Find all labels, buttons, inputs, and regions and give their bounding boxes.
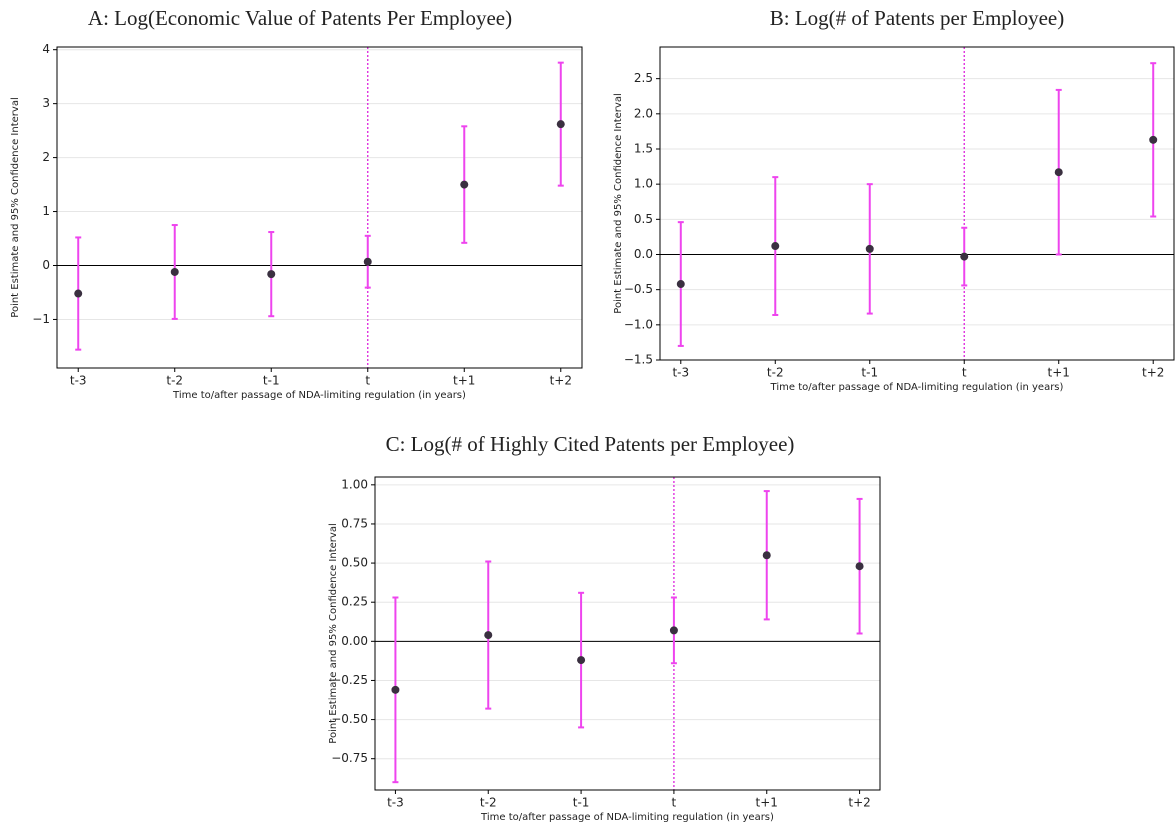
x-tick-label: t+2 — [848, 796, 870, 810]
point — [865, 244, 874, 253]
y-tick-label: 1.5 — [634, 141, 653, 155]
x-tick-label: t — [672, 796, 677, 810]
x-tick-label: t+2 — [550, 374, 572, 388]
x-tick-label: t-2 — [166, 374, 183, 388]
point — [1149, 135, 1158, 144]
y-tick-label: 0.0 — [634, 247, 653, 261]
x-tick-label: t+1 — [453, 374, 475, 388]
y-axis-label: Point Estimate and 95% Confidence Interv… — [613, 93, 624, 313]
y-tick-label: −0.50 — [331, 712, 368, 726]
y-tick-label: 0.25 — [341, 595, 368, 609]
point — [855, 562, 864, 571]
point — [960, 252, 969, 261]
x-tick-label: t — [962, 366, 967, 380]
y-tick-label: 0.00 — [341, 634, 368, 648]
point — [484, 631, 493, 640]
point — [74, 289, 83, 298]
x-tick-label: t-3 — [387, 796, 404, 810]
x-tick-label: t-3 — [672, 366, 689, 380]
point — [1054, 168, 1063, 177]
x-tick-label: t+1 — [1048, 366, 1070, 380]
y-tick-label: 0 — [42, 258, 50, 272]
y-tick-label: −1 — [32, 312, 50, 326]
y-tick-label: 1.00 — [341, 477, 368, 491]
point — [363, 257, 372, 266]
y-axis-label: Point Estimate and 95% Confidence Interv… — [10, 97, 21, 317]
point — [267, 270, 276, 279]
chart-title: C: Log(# of Highly Cited Patents per Emp… — [386, 432, 795, 456]
x-axis-label: Time to/after passage of NDA-limiting re… — [172, 390, 466, 401]
point — [669, 626, 678, 635]
y-tick-label: −1.5 — [624, 353, 653, 367]
y-tick-label: −1.0 — [624, 317, 653, 331]
point — [762, 551, 771, 560]
x-axis-label: Time to/after passage of NDA-limiting re… — [770, 382, 1064, 393]
chart-title: A: Log(Economic Value of Patents Per Emp… — [88, 6, 512, 30]
point — [170, 267, 179, 276]
x-tick-label: t — [365, 374, 370, 388]
x-tick-label: t-1 — [573, 796, 590, 810]
x-tick-label: t+2 — [1142, 366, 1164, 380]
y-tick-label: −0.75 — [331, 751, 368, 765]
plot-frame — [374, 476, 881, 791]
plot-frame — [659, 46, 1175, 361]
point — [460, 180, 469, 189]
x-tick-label: t-1 — [263, 374, 280, 388]
y-tick-label: 1.0 — [634, 177, 653, 191]
y-tick-label: 0.50 — [341, 556, 368, 570]
x-tick-label: t-2 — [767, 366, 784, 380]
point — [556, 120, 565, 129]
chart-title: B: Log(# of Patents per Employee) — [770, 6, 1065, 30]
y-tick-label: −0.5 — [624, 282, 653, 296]
y-tick-label: 0.75 — [341, 516, 368, 530]
y-tick-label: 0.5 — [634, 212, 653, 226]
point — [676, 280, 685, 289]
point — [391, 685, 400, 694]
point — [577, 656, 586, 665]
y-tick-label: −0.25 — [331, 673, 368, 687]
plot-frame — [56, 46, 583, 369]
x-axis-label: Time to/after passage of NDA-limiting re… — [480, 812, 774, 823]
x-tick-label: t-3 — [70, 374, 87, 388]
point — [771, 242, 780, 251]
y-tick-label: 3 — [42, 96, 50, 110]
y-tick-label: 4 — [42, 42, 50, 56]
y-tick-label: 1 — [42, 204, 50, 218]
y-tick-label: 2 — [42, 150, 50, 164]
y-tick-label: 2.0 — [634, 106, 653, 120]
x-tick-label: t+1 — [756, 796, 778, 810]
y-tick-label: 2.5 — [634, 71, 653, 85]
x-tick-label: t-1 — [861, 366, 878, 380]
x-tick-label: t-2 — [480, 796, 497, 810]
y-axis-label: Point Estimate and 95% Confidence Interv… — [328, 523, 339, 743]
